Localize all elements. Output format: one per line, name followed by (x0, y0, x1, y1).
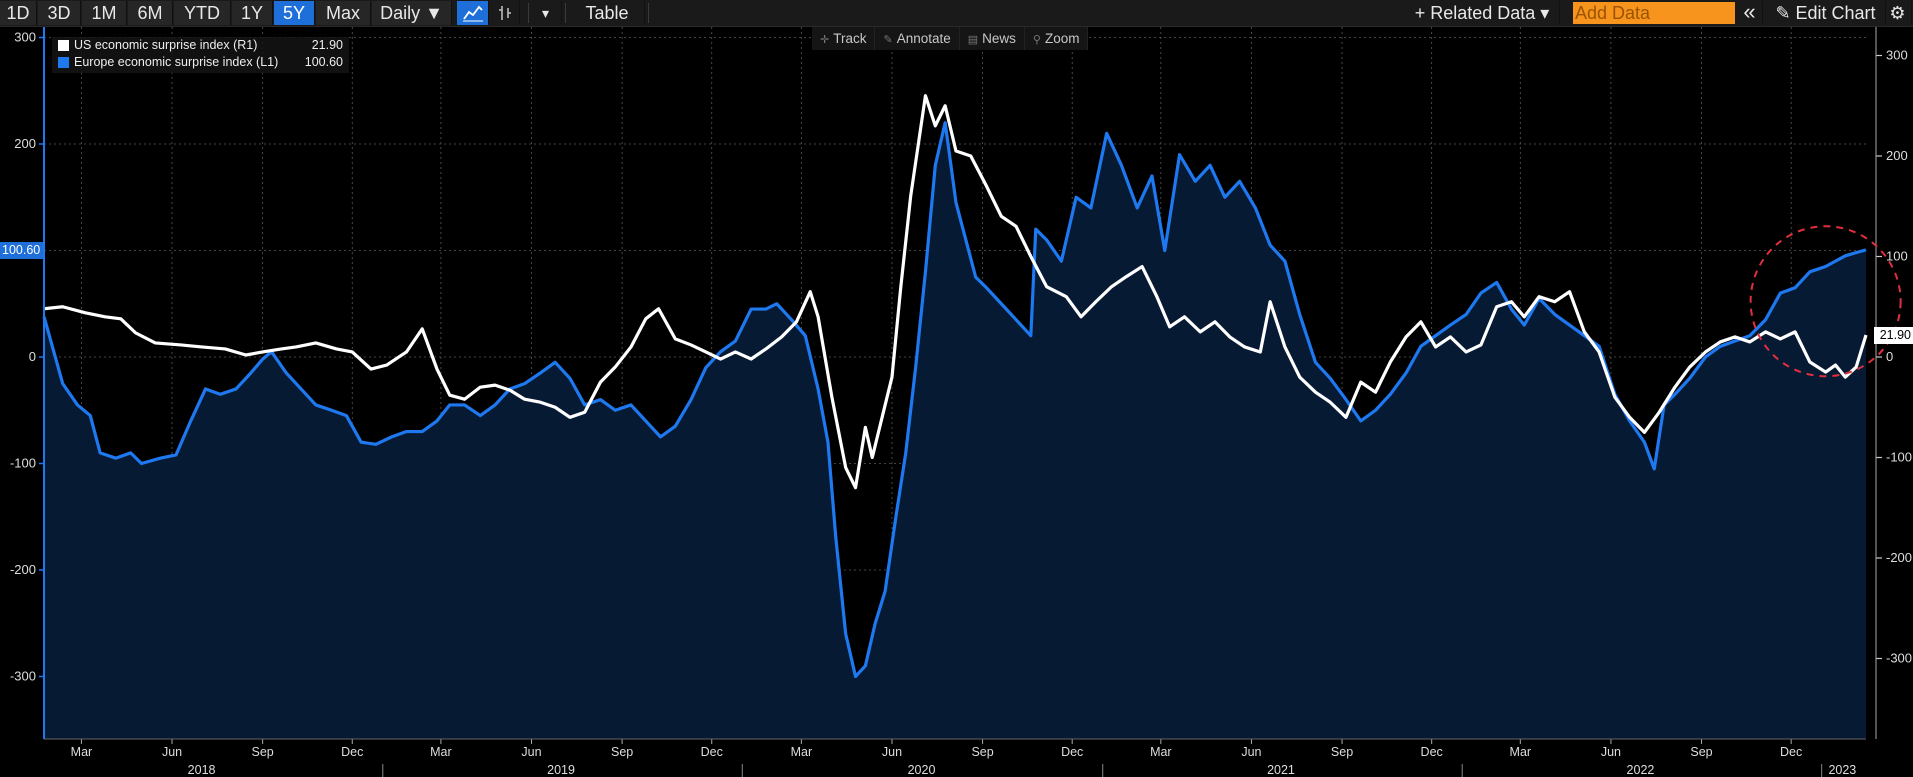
month-tick-label: Jun (162, 745, 182, 759)
legend-item-eu[interactable]: Europe economic surprise index (L1) 100.… (52, 54, 349, 71)
right-tick-label: -200 (1886, 550, 1912, 565)
line-chart-icon[interactable] (457, 1, 489, 25)
related-data-button[interactable]: + Related Data ▾ (1405, 1, 1560, 25)
month-tick-label: Sep (1690, 745, 1712, 759)
month-tick-label: Sep (971, 745, 993, 759)
highlight-circle (1749, 225, 1902, 378)
month-tick-label: Jun (1601, 745, 1621, 759)
left-tick-label: -100 (10, 456, 36, 471)
range-1d-button[interactable]: 1D (0, 1, 37, 25)
month-tick-label: Mar (1510, 745, 1532, 759)
range-3d-button[interactable]: 3D (38, 1, 81, 25)
year-label: 2023 (1828, 763, 1856, 777)
track-label: Track (833, 31, 867, 46)
right-tick-label: -100 (1886, 450, 1912, 465)
left-tick-label: 0 (29, 349, 36, 364)
month-tick-label: Sep (252, 745, 274, 759)
magnifier-icon: ⚲ (1032, 34, 1041, 46)
year-label: 2018 (188, 763, 216, 777)
legend-value-eu: 100.60 (304, 55, 343, 69)
left-tick-label: -300 (10, 669, 36, 684)
legend-label-eu: Europe economic surprise index (L1) (74, 55, 279, 69)
news-button[interactable]: ▤ News (960, 27, 1025, 50)
table-button[interactable]: Table (570, 1, 645, 25)
left-tick-label: 200 (14, 136, 36, 151)
left-tick-label: -200 (10, 562, 36, 577)
month-tick-label: Mar (71, 745, 93, 759)
month-tick-label: Mar (791, 745, 813, 759)
legend-swatch-us (58, 40, 69, 51)
us-series-line (43, 94, 1868, 490)
month-tick-label: Dec (1780, 745, 1802, 759)
right-tick-label: 200 (1886, 148, 1908, 163)
month-tick-label: Dec (701, 745, 723, 759)
month-tick-label: Jun (521, 745, 541, 759)
month-tick-label: Dec (1421, 745, 1443, 759)
add-data-input[interactable] (1573, 2, 1735, 24)
chart-type-dropdown-icon[interactable]: ▾ (530, 1, 562, 25)
month-tick-label: Dec (1061, 745, 1083, 759)
series-lines (42, 94, 1868, 679)
year-label: 2019 (547, 763, 575, 777)
legend-label-us: US economic surprise index (R1) (74, 38, 258, 52)
range-5y-button[interactable]: 5Y (274, 1, 315, 25)
month-tick-label: Jun (1241, 745, 1261, 759)
crosshair-icon: ✛ (820, 34, 830, 46)
pencil-icon: ✎ (883, 34, 893, 46)
month-tick-label: Sep (611, 745, 633, 759)
range-6m-button[interactable]: 6M (128, 1, 173, 25)
right-tick-label: 300 (1886, 48, 1908, 63)
chart-area: 3002001000-100-200-3003002001000-100-200… (0, 27, 1913, 777)
right-tick-label: 100 (1886, 249, 1908, 264)
news-icon: ▤ (967, 34, 979, 46)
frequency-dropdown[interactable]: Daily ▼ (372, 1, 452, 25)
legend: US economic surprise index (R1) 21.90 Eu… (52, 37, 349, 73)
eu-series-line (42, 121, 1867, 679)
year-label: 2021 (1267, 763, 1295, 777)
range-ytd-button[interactable]: YTD (174, 1, 231, 25)
edit-chart-button[interactable]: ✎ Edit Chart (1766, 1, 1886, 25)
left-tick-label: 300 (14, 30, 36, 45)
chart-canvas: 3002001000-100-200-3003002001000-100-200… (10, 27, 1912, 777)
collapse-icon[interactable]: « (1737, 1, 1763, 25)
legend-swatch-eu (58, 57, 69, 68)
chart-mini-toolbar: ✛ Track ✎ Annotate ▤ News ⚲ Zoom (812, 27, 1089, 50)
track-button[interactable]: ✛ Track (812, 27, 876, 50)
annotate-label: Annotate (896, 31, 951, 46)
year-label: 2020 (908, 763, 936, 777)
eu-area-group (44, 122, 1866, 739)
month-tick-label: Mar (430, 745, 452, 759)
month-tick-label: Jun (882, 745, 902, 759)
settings-gear-icon[interactable]: ⚙ (1884, 1, 1912, 25)
eu-area-fill (44, 122, 1866, 739)
us-last-value-tag: 21.90 (1874, 326, 1913, 344)
legend-item-us[interactable]: US economic surprise index (R1) 21.90 (52, 37, 349, 54)
month-tick-label: Dec (341, 745, 363, 759)
annotations (1749, 225, 1902, 378)
range-max-button[interactable]: Max (316, 1, 371, 25)
right-tick-label: 0 (1886, 349, 1893, 364)
legend-value-us: 21.90 (311, 38, 343, 52)
ohlc-bar-icon[interactable] (490, 1, 520, 25)
chart-toolbar: 1D 3D 1M 6M YTD 1Y 5Y Max Daily ▼ ▾ Tabl… (0, 0, 1913, 27)
month-tick-label: Mar (1150, 745, 1172, 759)
right-tick-label: -300 (1886, 651, 1912, 666)
range-1m-button[interactable]: 1M (82, 1, 127, 25)
month-tick-label: Sep (1331, 745, 1353, 759)
news-label: News (982, 31, 1016, 46)
zoom-label: Zoom (1044, 31, 1080, 46)
range-1y-button[interactable]: 1Y (232, 1, 273, 25)
eu-last-value-tag: 100.60 (0, 241, 43, 259)
zoom-button[interactable]: ⚲ Zoom (1025, 27, 1089, 50)
annotate-button[interactable]: ✎ Annotate (875, 27, 960, 50)
year-label: 2022 (1627, 763, 1655, 777)
